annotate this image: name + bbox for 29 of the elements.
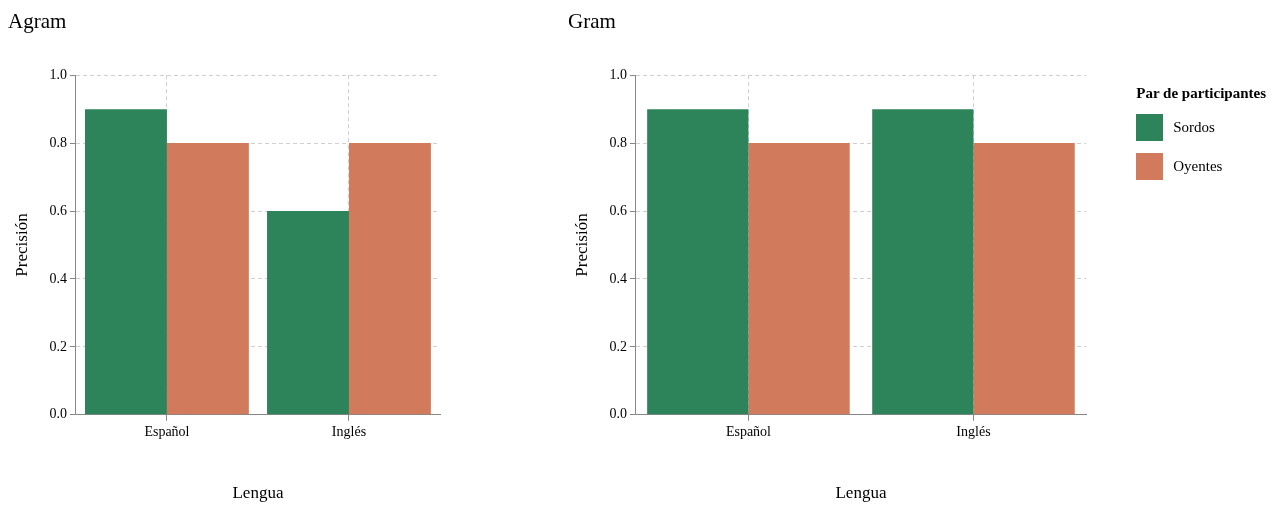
y-tick-label: 0.6 xyxy=(609,202,627,218)
y-tick-label: 0.4 xyxy=(609,270,627,286)
y-tick-label: 1.0 xyxy=(609,66,627,82)
y-tick-label: 0.2 xyxy=(49,338,67,354)
y-tick-label: 0.4 xyxy=(49,270,67,286)
legend-label: Sordos xyxy=(1173,119,1215,136)
bar xyxy=(85,109,167,415)
y-tick-label: 0.8 xyxy=(609,134,627,150)
x-tick-label: Inglés xyxy=(956,423,991,439)
y-tick-label: 0.0 xyxy=(609,406,627,422)
chart-title: Gram xyxy=(568,9,616,34)
y-tick-label: 0.8 xyxy=(49,134,67,150)
x-tick-label: Español xyxy=(144,423,190,439)
legend-label: Oyentes xyxy=(1173,158,1223,175)
y-tick-label: 0.6 xyxy=(49,202,67,218)
chart-title: Agram xyxy=(8,9,67,34)
bar xyxy=(348,143,431,415)
y-tick-label: 1.0 xyxy=(49,66,67,82)
x-tick-label: Español xyxy=(725,423,772,439)
bar xyxy=(267,211,349,415)
legend-title: Par de participantes xyxy=(1136,85,1266,102)
y-tick-label: 0.0 xyxy=(49,406,67,422)
x-axis-title: Lengua xyxy=(232,483,284,503)
y-tick-label: 0.2 xyxy=(609,338,627,354)
bar xyxy=(166,143,249,415)
y-axis-title: Precisión xyxy=(11,212,31,277)
x-axis-title: Lengua xyxy=(835,483,887,503)
y-axis-title: Precisión xyxy=(571,212,591,277)
x-tick-label: Inglés xyxy=(331,423,367,439)
